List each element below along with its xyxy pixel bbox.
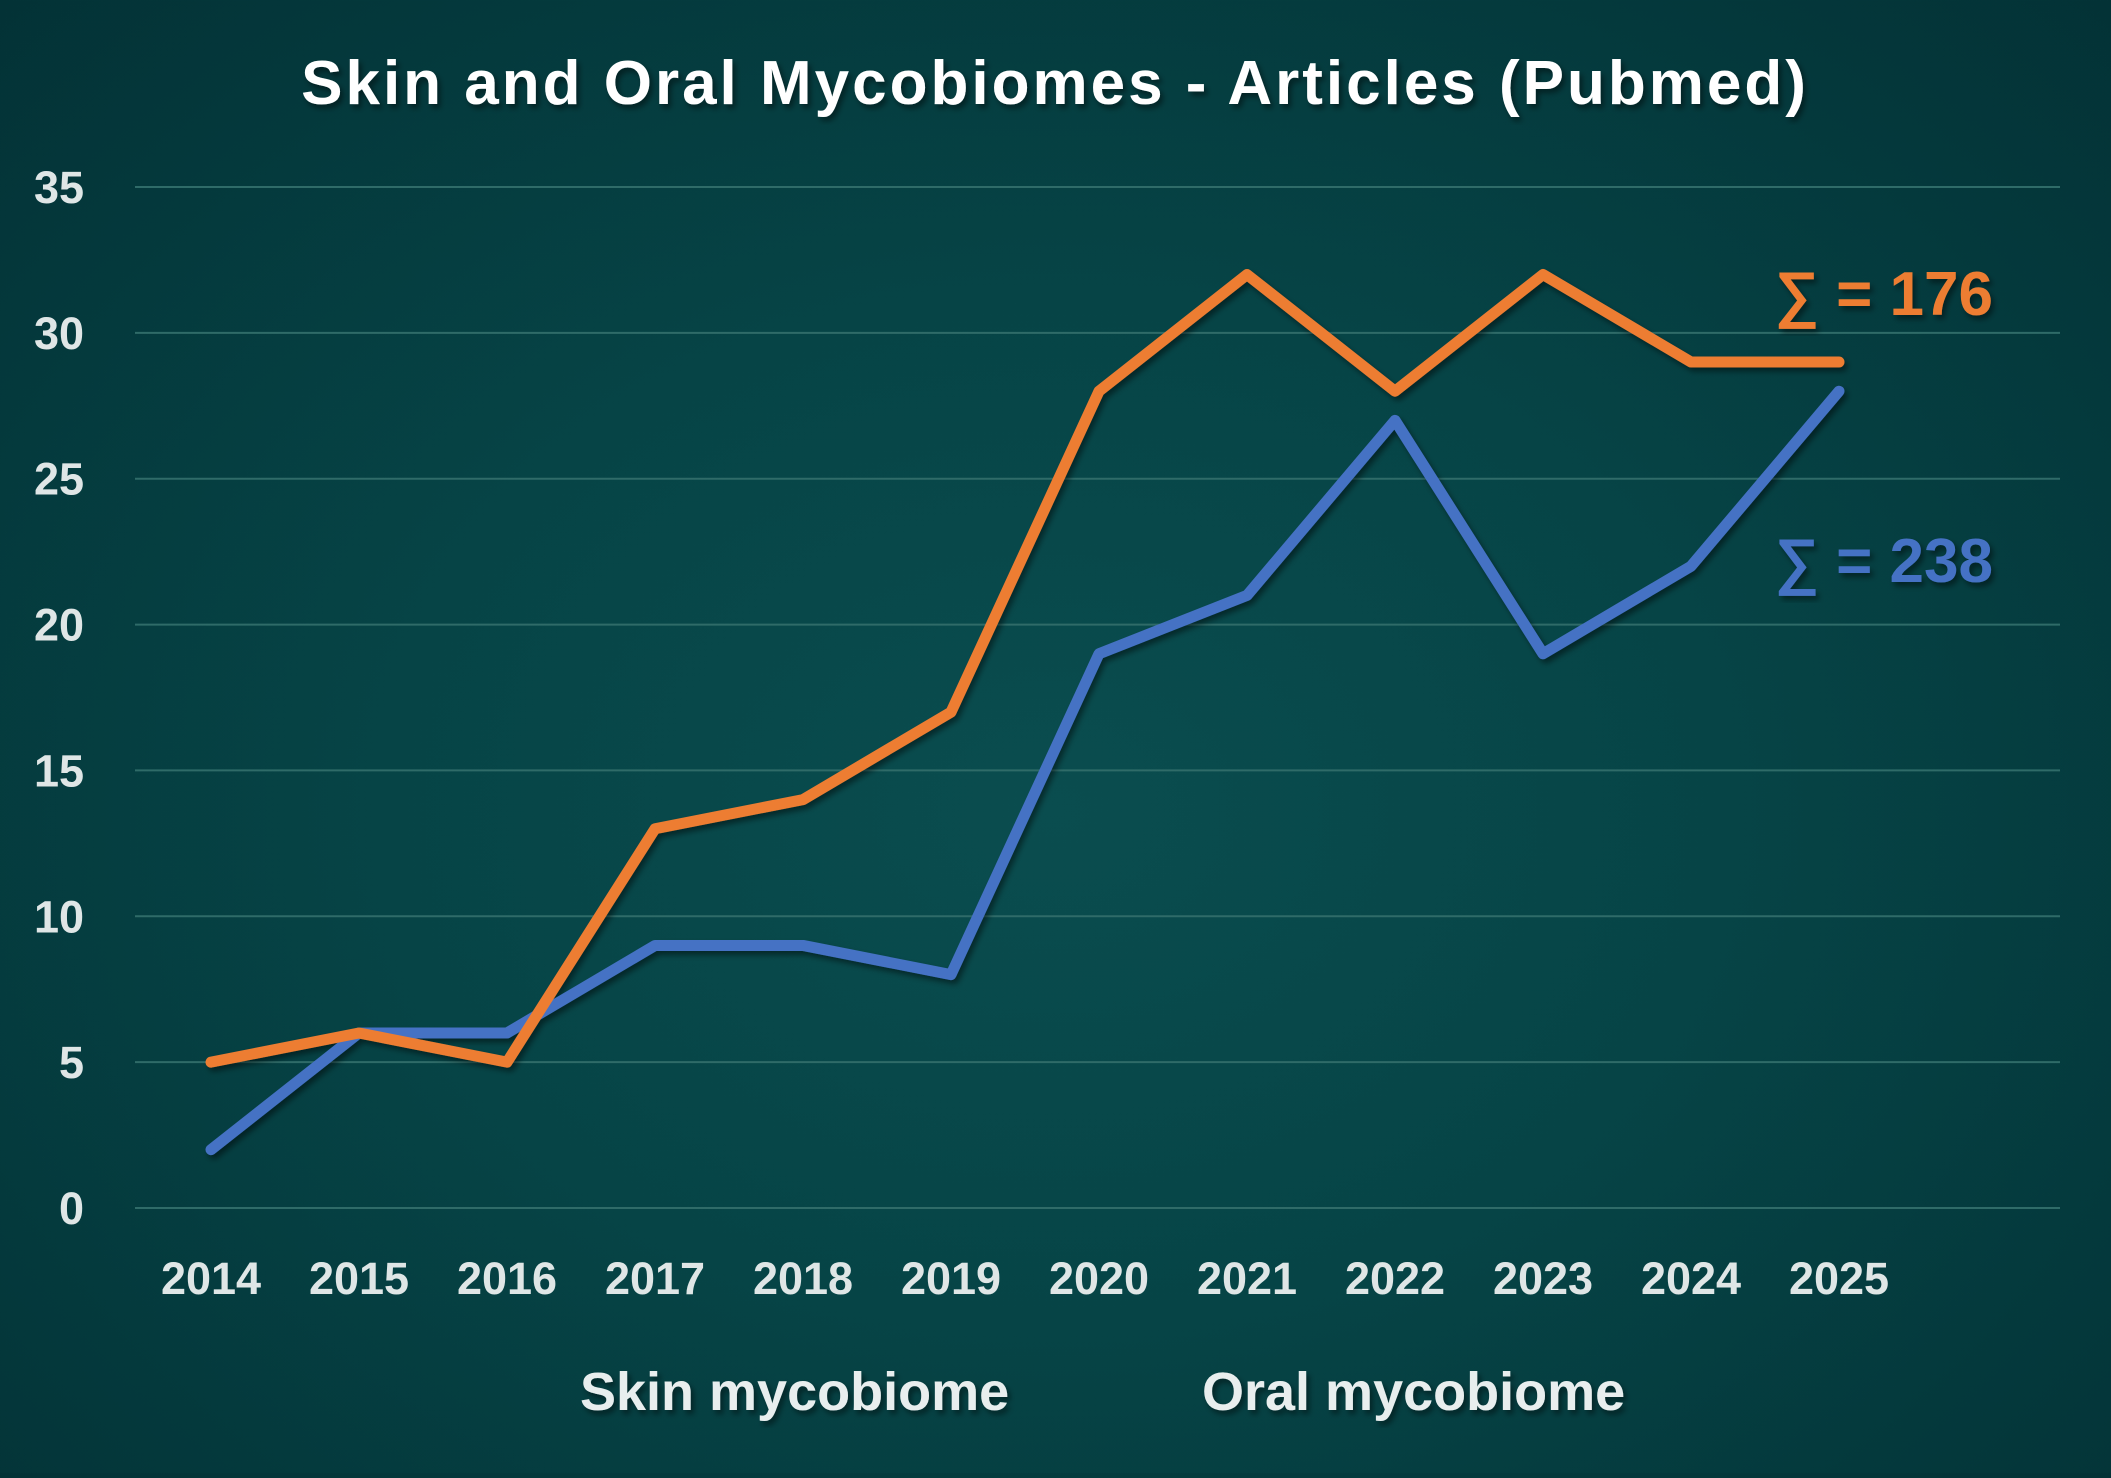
x-tick-label: 2025 — [1789, 1253, 1889, 1304]
y-axis-ticks: 0 5 10 15 20 25 30 35 — [34, 162, 84, 1234]
y-tick-label: 5 — [59, 1037, 84, 1088]
y-tick-label: 25 — [34, 454, 84, 505]
sum-annotation: ∑ = 176 — [1775, 260, 1993, 329]
legend-label: Oral mycobiome — [1202, 1362, 1625, 1422]
x-tick-label: 2015 — [309, 1253, 409, 1304]
sum-annotation: ∑ = 238 — [1775, 527, 1993, 596]
x-tick-label: 2021 — [1197, 1253, 1297, 1304]
x-tick-label: 2020 — [1049, 1253, 1149, 1304]
x-tick-label: 2024 — [1641, 1253, 1741, 1304]
gridlines — [135, 187, 2060, 1208]
x-tick-label: 2017 — [605, 1253, 705, 1304]
y-tick-label: 15 — [34, 745, 84, 796]
series-lines — [211, 274, 1839, 1149]
y-tick-label: 10 — [34, 891, 84, 942]
x-tick-label: 2023 — [1493, 1253, 1593, 1304]
chart-title: Skin and Oral Mycobiomes - Articles (Pub… — [301, 49, 1809, 118]
legend-label: Skin mycobiome — [580, 1362, 1009, 1422]
x-tick-label: 2019 — [901, 1253, 1001, 1304]
x-tick-label: 2014 — [161, 1253, 261, 1304]
series-line-oral-mycobiome — [211, 275, 1839, 1063]
y-tick-label: 35 — [34, 162, 84, 213]
y-tick-label: 0 — [59, 1183, 84, 1234]
y-tick-label: 30 — [34, 308, 84, 359]
legend: Skin mycobiome Oral mycobiome — [484, 1362, 1625, 1422]
x-tick-label: 2018 — [753, 1253, 853, 1304]
x-tick-label: 2016 — [457, 1253, 557, 1304]
x-axis-ticks: 2014 2015 2016 2017 2018 2019 2020 2021 2022 2023… — [161, 1253, 1889, 1304]
x-tick-label: 2022 — [1345, 1253, 1445, 1304]
y-tick-label: 20 — [34, 600, 84, 651]
